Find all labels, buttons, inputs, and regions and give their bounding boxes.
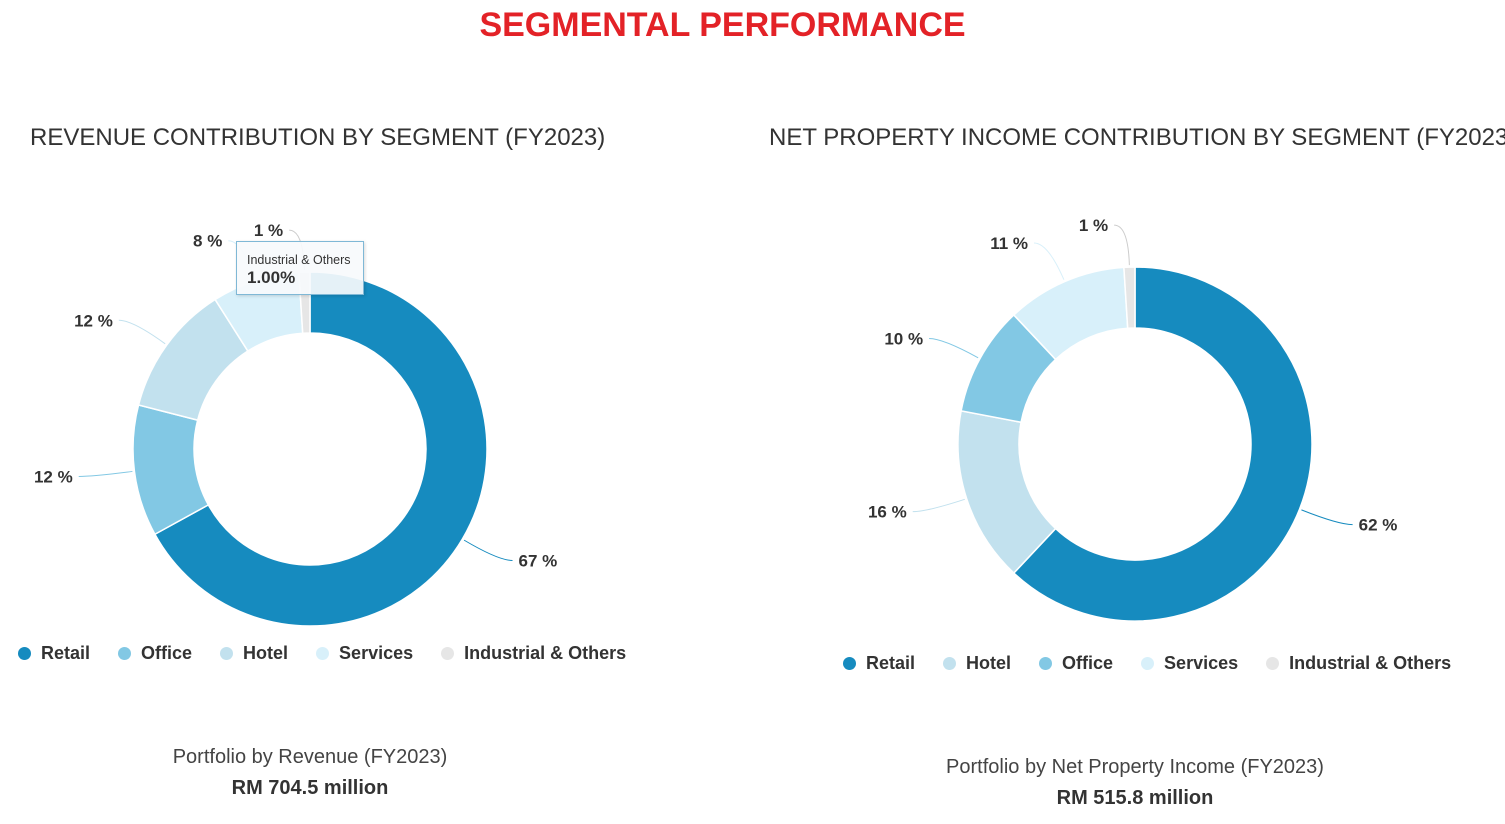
npi-caption: Portfolio by Net Property Income (FY2023… — [885, 756, 1385, 810]
data-label-retail: 67 % — [519, 551, 558, 570]
npi-chart-title: NET PROPERTY INCOME CONTRIBUTION BY SEGM… — [769, 124, 1505, 151]
caption-text: Portfolio by Net Property Income (FY2023… — [946, 756, 1324, 778]
legend-item-retail[interactable]: Retail — [843, 653, 915, 674]
data-label-hotel: 12 % — [74, 311, 113, 330]
legend-label: Industrial & Others — [464, 643, 627, 663]
connector-hotel — [912, 498, 965, 513]
legend-label: Services — [339, 643, 414, 663]
legend-dot — [943, 657, 957, 670]
legend-item-industrial[interactable]: Industrial & Others — [441, 643, 626, 664]
legend-dot — [316, 647, 330, 660]
legend-label: Office — [1062, 653, 1114, 673]
legend-item-industrial[interactable]: Industrial & Others — [1266, 653, 1451, 674]
data-label-services: 8 % — [193, 232, 222, 251]
revenue-chart-title: REVENUE CONTRIBUTION BY SEGMENT (FY2023) — [30, 124, 606, 151]
legend-item-hotel[interactable]: Hotel — [943, 653, 1011, 674]
legend-dot — [118, 647, 132, 660]
connector-industrial-others — [1114, 224, 1130, 266]
connector-office — [78, 470, 133, 477]
legend-item-office[interactable]: Office — [118, 643, 192, 664]
slice-retail[interactable] — [153, 271, 488, 627]
data-label-hotel: 16 % — [868, 503, 907, 522]
legend-dot — [1141, 657, 1155, 670]
connector-office — [929, 337, 979, 359]
legend-label: Hotel — [243, 643, 289, 663]
data-label-office: 10 % — [884, 329, 923, 348]
connector-hotel — [118, 319, 166, 345]
caption-text: Portfolio by Revenue (FY2023) — [172, 746, 448, 768]
data-label-retail: 62 % — [1359, 516, 1398, 535]
revenue-legend: Retail Office Hotel Services Industrial … — [18, 643, 626, 664]
legend-label: Services — [1164, 653, 1239, 673]
legend-label: Hotel — [966, 653, 1012, 673]
data-label-office: 12 % — [34, 467, 73, 486]
legend-dot — [441, 647, 455, 660]
legend-item-office[interactable]: Office — [1039, 653, 1113, 674]
tooltip-name: Industrial & Others — [247, 253, 351, 267]
legend-dot — [1039, 657, 1053, 670]
legend-item-services[interactable]: Services — [1141, 653, 1238, 674]
caption-value: RM 515.8 million — [1056, 787, 1214, 809]
tooltip-value: 1.00% — [247, 268, 296, 287]
slice-tooltip: Industrial & Others 1.00% — [236, 241, 364, 295]
connector-services — [1033, 242, 1065, 280]
connector-retail — [463, 539, 513, 561]
npi-legend: Retail Hotel Office Services Industrial … — [843, 653, 1451, 674]
legend-dot — [843, 657, 856, 670]
legend-dot — [18, 647, 31, 660]
slice-industrial-others[interactable] — [1123, 266, 1136, 330]
legend-label: Office — [141, 643, 193, 663]
data-label-industrial-others: 1 % — [254, 221, 283, 240]
legend-item-services[interactable]: Services — [316, 643, 413, 664]
legend-dot — [1266, 657, 1280, 670]
caption-value: RM 704.5 million — [231, 777, 389, 799]
slice-retail[interactable] — [1012, 266, 1313, 622]
legend-label: Industrial & Others — [1289, 653, 1452, 673]
data-label-industrial-others: 1 % — [1079, 216, 1108, 235]
legend-item-retail[interactable]: Retail — [18, 643, 90, 664]
legend-dot — [220, 647, 234, 660]
legend-label: Retail — [41, 643, 91, 663]
legend-label: Retail — [866, 653, 916, 673]
connector-retail — [1301, 509, 1353, 526]
revenue-caption: Portfolio by Revenue (FY2023) RM 704.5 m… — [60, 746, 560, 800]
data-label-services: 11 % — [990, 234, 1028, 253]
page-title: SEGMENTAL PERFORMANCE — [479, 6, 966, 44]
legend-item-hotel[interactable]: Hotel — [220, 643, 288, 664]
